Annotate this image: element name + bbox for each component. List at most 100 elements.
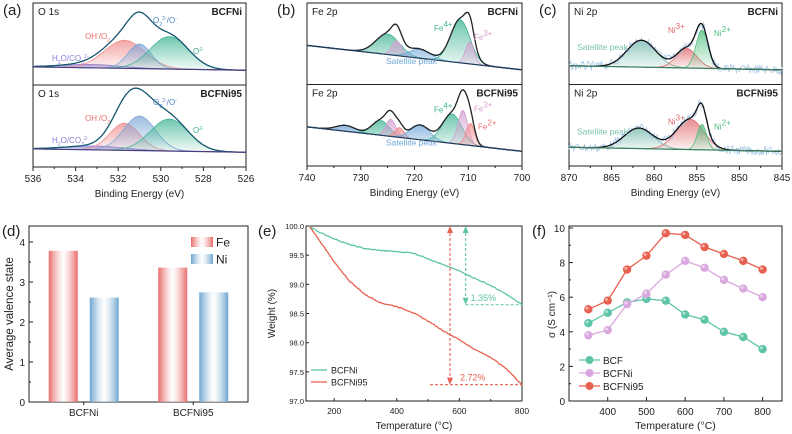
label-part: H [52,54,58,63]
chart-panel-e: (e) 97.0 97.5 98.0 98.5 99.0 99.5 100.0 200 400 60… [258,222,529,432]
panel-label: (e) [258,223,276,240]
sample-label: BCFNi95 [476,89,518,100]
x-tick-label: 740 [299,173,316,184]
x-tick-label: 845 [774,173,791,184]
component-fill [33,44,246,71]
series-line-bcf [588,298,763,350]
series-line-bcfni [588,260,763,336]
label-part: /O [99,114,107,123]
sample-label: BCFNi [487,7,518,18]
component-label-h2o-co3: H2O/CO32- [52,136,89,148]
arrow-head-down [462,297,469,305]
y-tick-label: 10 [554,224,566,235]
data-point-bcf [700,315,709,324]
panel-label: (c) [539,2,557,19]
data-point-highlight [759,266,763,270]
label-part: 2 [107,120,110,126]
data-point-highlight [624,266,628,270]
data-point-highlight [721,251,725,255]
y-tick-label: 100.0 [285,222,304,231]
x-tick-label: 500 [638,407,655,418]
y-tick-label: 2 [19,318,25,329]
legend-marker [585,356,594,364]
chart-panel-b: (b) 740 730 720 710 700 Binding Energy (eV) Fe … [277,2,531,199]
core-level-label: Ni 2p [574,7,598,18]
x-tick-label: 860 [646,173,663,184]
y-tick-label: 8 [559,259,565,270]
sample-label: BCFNi95 [200,89,242,100]
label-part: H [52,136,58,145]
legend-label: BCFNi95 [331,378,368,388]
series-line-bcfni95 [588,232,763,310]
envelope-curve [33,87,246,153]
data-point-bcfni95 [758,265,767,274]
panel-label: (f) [532,223,546,240]
legend-label: BCFNi95 [603,382,644,393]
y-tick-label: 1 [19,358,25,369]
component-label-h2o-co3: H2O/CO32- [52,54,89,66]
data-point-highlight [605,297,609,301]
data-point-bcfni [758,293,767,302]
label-part: 2 [159,22,162,28]
y-tick-label: 0 [19,398,25,409]
x-tick-label: 700 [514,173,531,184]
sample-label: BCFNi95 [736,89,778,100]
data-point-highlight [682,311,686,315]
x-tick-label: 400 [390,406,404,416]
label-part: O [153,16,159,25]
data-point-bcfni95 [680,230,690,240]
data-point-highlight [701,244,705,248]
data-point-highlight [605,310,609,314]
background-line [306,44,523,71]
core-level-label: Fe 2p [312,89,338,100]
y-axis-label: Weight (%) [267,289,278,338]
x-tick-label: BCFNi95 [173,408,214,419]
component-label-ni2: Ni2+ [714,118,731,132]
y-tick-label: 97.5 [289,368,304,377]
x-tick-label: 532 [110,174,127,185]
y-axis-label: σ (S cm⁻¹) [547,291,558,338]
label-part: OH [85,114,97,123]
core-level-label: O 1s [38,7,59,18]
x-tick-label: 800 [515,406,529,416]
data-point-bcfni95 [603,296,612,305]
label-part: /O [167,98,175,107]
component-label-fe3: Fe3+ [474,29,493,43]
data-point-bcfni [680,256,690,266]
y-tick-label: 0 [559,397,565,408]
chart-panel-c: (c) 870 865 860 855 850 845 Binding Energy (eV)… [539,2,791,199]
component-fill [33,145,246,153]
series-line-bcfni95 [308,225,523,386]
data-point-bcfni [584,331,593,340]
component-label-oh-o2: OH-/O2 [85,32,110,44]
legend-swatch [191,237,213,247]
bar-fe-bcfni [48,250,78,402]
component-fill [33,116,246,153]
annotation-label: 1.35% [471,293,497,303]
x-tick-label: 536 [25,174,42,185]
data-point-highlight [663,272,667,276]
x-tick-label: 720 [406,173,423,184]
component-fill [307,123,522,152]
data-point-highlight [624,301,628,305]
arrow-head-up [447,226,453,233]
background-line [568,65,783,71]
x-tick-label: 530 [152,174,169,185]
x-tick-label: 850 [731,173,748,184]
background-line [306,126,523,152]
data-point-highlight [740,334,744,338]
component-label-o2minus: O2- [193,47,204,56]
y-tick-label: 3 [19,278,25,289]
component-label-fe2: Fe2+ [478,118,497,132]
x-tick-label: 400 [599,407,616,418]
y-tick-label: 98.5 [289,310,304,319]
x-tick-label: BCFNi [69,408,98,419]
data-point-bcfni [700,263,709,272]
x-axis-label: Binding Energy (eV) [370,188,460,199]
component-label-satellite: Satellite peak [386,138,438,148]
y-tick-label: 4 [559,328,565,339]
data-point-highlight [759,294,763,298]
data-point-highlight [643,291,647,295]
